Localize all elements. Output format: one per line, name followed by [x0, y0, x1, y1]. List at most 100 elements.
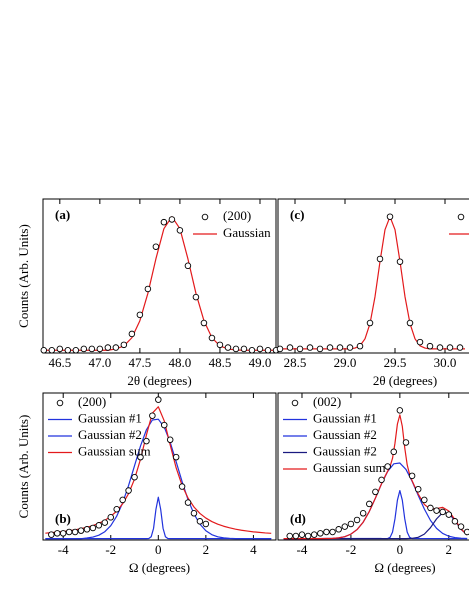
- data-point: [104, 344, 112, 351]
- data-point: [463, 528, 469, 536]
- data-point: [184, 499, 192, 506]
- data-point: [80, 345, 88, 353]
- x-axis-label: Ω (degrees): [374, 560, 435, 575]
- data-point: [376, 255, 384, 263]
- data-point: [77, 527, 85, 534]
- data-point: [65, 528, 73, 536]
- data-point: [224, 344, 232, 351]
- legend-marker: [201, 213, 209, 221]
- x-tick-label: 29.5: [384, 355, 407, 370]
- data-point: [160, 218, 168, 226]
- data-point: [56, 345, 64, 353]
- data-point: [445, 511, 453, 518]
- data-point: [120, 341, 128, 349]
- panel: 46.5 47.0 47.5 48.0 48.5 49.0 2θ (degrees) Coun…: [16, 198, 280, 388]
- y-axis-label: Counts (Arb. Units): [16, 415, 31, 519]
- data-point: [384, 463, 391, 470]
- x-tick-label: 2: [203, 542, 210, 557]
- x-tick-label: 30.0: [434, 355, 457, 370]
- data-point: [155, 396, 162, 403]
- data-line: [45, 496, 272, 540]
- data-point: [144, 285, 152, 293]
- data-point: [304, 532, 312, 540]
- legend-label: (002): [313, 394, 341, 409]
- data-point: [240, 345, 248, 353]
- panel: -4 -2 0 2 4 Ω (degrees) Counts (Arb. Units) (b)…: [16, 392, 277, 575]
- y-axis-label: Counts (Arb. Units): [16, 224, 31, 328]
- legend-label: Gaussian #1: [313, 410, 377, 425]
- data-point: [335, 526, 342, 533]
- data-point: [378, 476, 385, 484]
- x-tick-label: 46.5: [48, 355, 71, 370]
- data-point: [386, 213, 394, 220]
- data-point: [137, 453, 144, 461]
- legend-label: Gaussian: [223, 225, 271, 240]
- data-point: [286, 344, 294, 351]
- data-point: [433, 507, 440, 514]
- x-tick-label: 49.0: [249, 355, 272, 370]
- data-point: [208, 334, 216, 342]
- data-point: [296, 345, 304, 353]
- data-point: [402, 439, 410, 446]
- data-point: [112, 344, 120, 351]
- data-point: [347, 520, 355, 528]
- data-point: [48, 531, 55, 538]
- data-point: [286, 532, 293, 540]
- data-point: [298, 531, 306, 538]
- data-point: [310, 531, 318, 538]
- data-point: [341, 523, 349, 530]
- x-axis-label: Ω (degrees): [129, 560, 190, 575]
- data-point: [172, 453, 180, 461]
- data-point: [40, 347, 48, 354]
- data-point: [276, 345, 284, 353]
- data-point: [326, 344, 334, 351]
- plot-frame: [277, 198, 469, 354]
- data-point: [196, 518, 204, 525]
- x-axis-label: 2θ (degrees): [127, 373, 191, 388]
- legend-label: Gaussian #2: [313, 443, 377, 458]
- x-tick-label: -2: [345, 542, 356, 557]
- data-point: [202, 520, 210, 528]
- legend-label: (200): [78, 394, 106, 409]
- data-point: [421, 496, 428, 504]
- x-tick-label: 0: [397, 542, 404, 557]
- x-tick-label: 47.0: [88, 355, 111, 370]
- plot-frame: [42, 392, 277, 541]
- legend-label: Gaussian sum: [313, 460, 386, 475]
- data-point: [456, 344, 464, 351]
- data-point: [184, 262, 192, 270]
- data-point: [416, 338, 424, 346]
- x-tick-label: 48.0: [169, 355, 192, 370]
- data-point: [216, 341, 224, 349]
- x-tick-label: -4: [297, 542, 308, 557]
- data-point: [359, 510, 367, 517]
- data-point: [457, 523, 465, 530]
- data-point: [451, 518, 459, 525]
- data-point: [436, 344, 444, 351]
- data-point: [131, 473, 138, 481]
- data-point: [178, 483, 186, 490]
- data-point: [439, 508, 446, 516]
- data-point: [71, 528, 79, 536]
- data-point: [59, 530, 67, 537]
- x-tick-label: 29.0: [334, 355, 357, 370]
- data-point: [323, 528, 330, 536]
- legend-label: Gaussian #2: [313, 427, 377, 442]
- data-point: [192, 293, 200, 301]
- data-point: [128, 330, 136, 338]
- data-point: [366, 500, 373, 508]
- data-point: [256, 345, 264, 353]
- data-point: [88, 345, 96, 353]
- data-point: [426, 342, 434, 350]
- legend-label: Gaussian sum: [78, 443, 151, 458]
- data-point: [107, 514, 115, 521]
- legend-label: Gaussian #1: [78, 410, 142, 425]
- data-point: [166, 436, 174, 444]
- data-point: [396, 407, 404, 414]
- data-point: [119, 496, 126, 504]
- data-point: [190, 510, 198, 517]
- data-point: [125, 487, 132, 494]
- data-point: [372, 488, 379, 496]
- plot-frame: [42, 198, 277, 354]
